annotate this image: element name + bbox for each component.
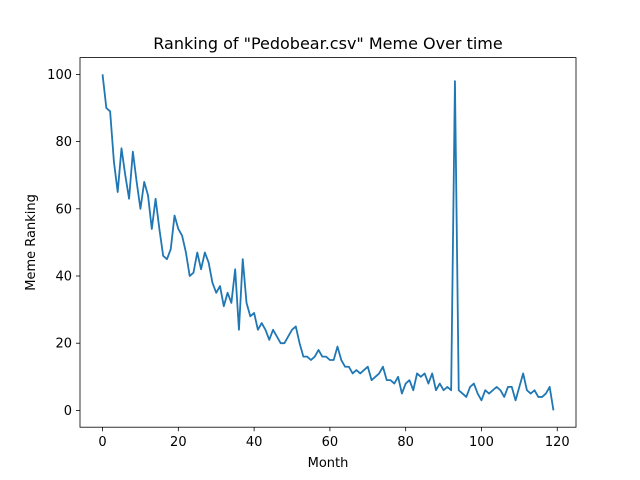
y-tick-label: 100 <box>47 68 72 83</box>
y-tick-label: 40 <box>55 270 72 285</box>
y-tick-label: 80 <box>55 135 72 150</box>
x-axis-ticks: 0 20 40 60 80 100 120 <box>98 427 570 450</box>
x-axis-label: Month <box>308 456 349 471</box>
y-axis-label: Meme Ranking <box>24 194 39 291</box>
chart-title: Ranking of "Pedobear.csv" Meme Over time <box>153 34 502 53</box>
plot-frame <box>79 57 577 428</box>
series-line-0 <box>101 74 555 411</box>
x-tick-label: 0 <box>98 435 106 450</box>
x-tick-label: 60 <box>322 435 339 450</box>
x-tick-label: 120 <box>545 435 570 450</box>
y-tick-label: 60 <box>55 202 72 217</box>
x-tick-label: 100 <box>469 435 494 450</box>
x-tick-label: 40 <box>246 435 263 450</box>
y-tick-label: 0 <box>64 404 72 419</box>
x-tick-label: 80 <box>397 435 414 450</box>
y-axis-ticks: 0 20 40 60 80 100 <box>47 68 80 419</box>
x-tick-label: 20 <box>170 435 187 450</box>
plot-area <box>101 74 555 411</box>
y-tick-label: 20 <box>55 337 72 352</box>
